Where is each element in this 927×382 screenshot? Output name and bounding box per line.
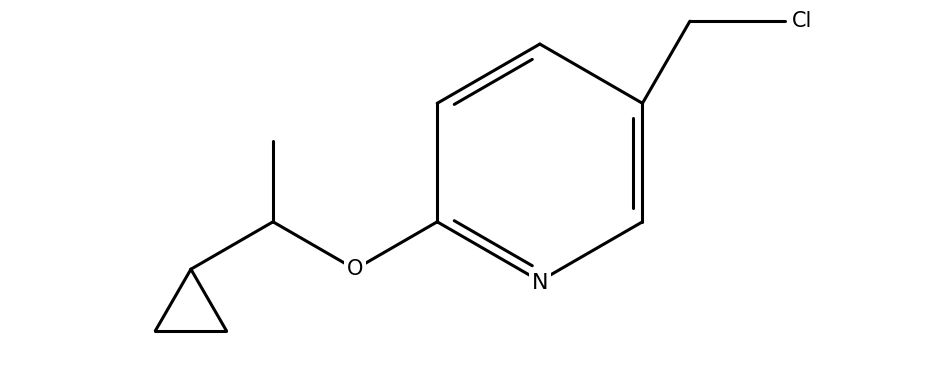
Text: Cl: Cl — [792, 11, 812, 31]
Text: N: N — [531, 273, 548, 293]
Text: O: O — [347, 259, 362, 279]
